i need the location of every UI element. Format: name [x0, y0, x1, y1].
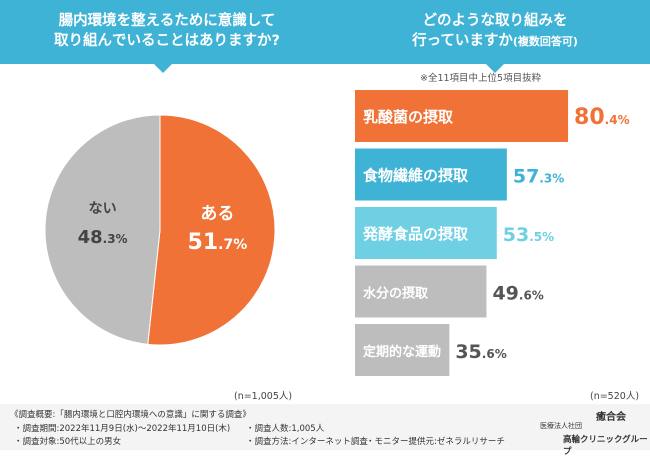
footer: 《調査概要:「腸内環境と口腔内環境への意識」に関する調査》 ・調査期間:2022…: [0, 404, 650, 450]
bar-label-3: 発酵食品の摂取: [362, 225, 469, 243]
pie-value-aru: 51.7%: [188, 230, 248, 255]
survey-provider: ・モニター提供元:ゼネラルリサーチ: [366, 437, 505, 447]
pie-slice-aru: [147, 114, 276, 346]
top5-note: ※全11項目中上位5項目抜粋: [420, 73, 542, 84]
bar-value-1: 80.4%: [574, 105, 630, 130]
pie-value-nai: 48.3%: [78, 227, 128, 248]
pie-slice-nai: [44, 114, 161, 345]
logo-org-name: 癒合会: [596, 412, 626, 423]
survey-period: ・調査期間:2022年11月9日(水)〜2022年11月10日(木): [14, 424, 231, 434]
bar-label-4: 水分の摂取: [363, 286, 429, 302]
survey-count: ・調査人数:1,005人: [246, 424, 325, 434]
bar-value-2: 57.3%: [513, 166, 564, 188]
bar-label-2: 食物繊維の摂取: [363, 167, 469, 185]
right-question: どのような取り組みを 行っていますか(複数回答可): [350, 11, 640, 52]
bar-3: [355, 207, 497, 259]
header-banner: 腸内環境を整えるために意識して 取り組んでいることはありますか? どのような取り…: [0, 0, 650, 64]
right-question-line2: 行っていますか: [412, 33, 513, 49]
bar-sample-size: (n=520人): [590, 391, 640, 402]
left-question-line1: 腸内環境を整えるために意識して: [58, 13, 276, 29]
right-question-line1: どのような取り組みを: [422, 13, 568, 29]
bar-label-1: 乳酸菌の摂取: [363, 108, 454, 126]
bar-4: [355, 265, 487, 318]
left-question: 腸内環境を整えるために意識して 取り組んでいることはありますか?: [22, 11, 312, 51]
bar-1: [355, 90, 569, 142]
bar-5: [355, 324, 450, 376]
bar-label-5: 定期的な運動: [362, 344, 441, 360]
survey-target: ・調査対象:50代以上の男女: [14, 437, 122, 447]
right-header-pointer: [486, 64, 504, 73]
logo-org-type: 医療法人社団: [540, 422, 582, 430]
survey-method: ・調査方法:インターネット調査: [246, 437, 368, 447]
left-question-line2: 取り組んでいることはありますか?: [54, 33, 280, 49]
right-question-sub: (複数回答可): [512, 35, 578, 48]
pie-sample-size: (n=1,005人): [234, 391, 293, 402]
logo-clinic-group: 高輪クリニックグループ: [563, 435, 648, 457]
survey-title: 《調査概要:「腸内環境と口腔内環境への意識」に関する調査》: [10, 410, 251, 420]
bar-value-5: 35.6%: [455, 341, 506, 363]
pie-label-aru: ある: [200, 204, 234, 224]
left-header-pointer: [154, 64, 172, 73]
bar-2: [355, 148, 507, 201]
pie-label-nai: ない: [89, 201, 117, 217]
bar-value-3: 53.5%: [503, 224, 554, 246]
bar-value-4: 49.6%: [492, 283, 543, 305]
